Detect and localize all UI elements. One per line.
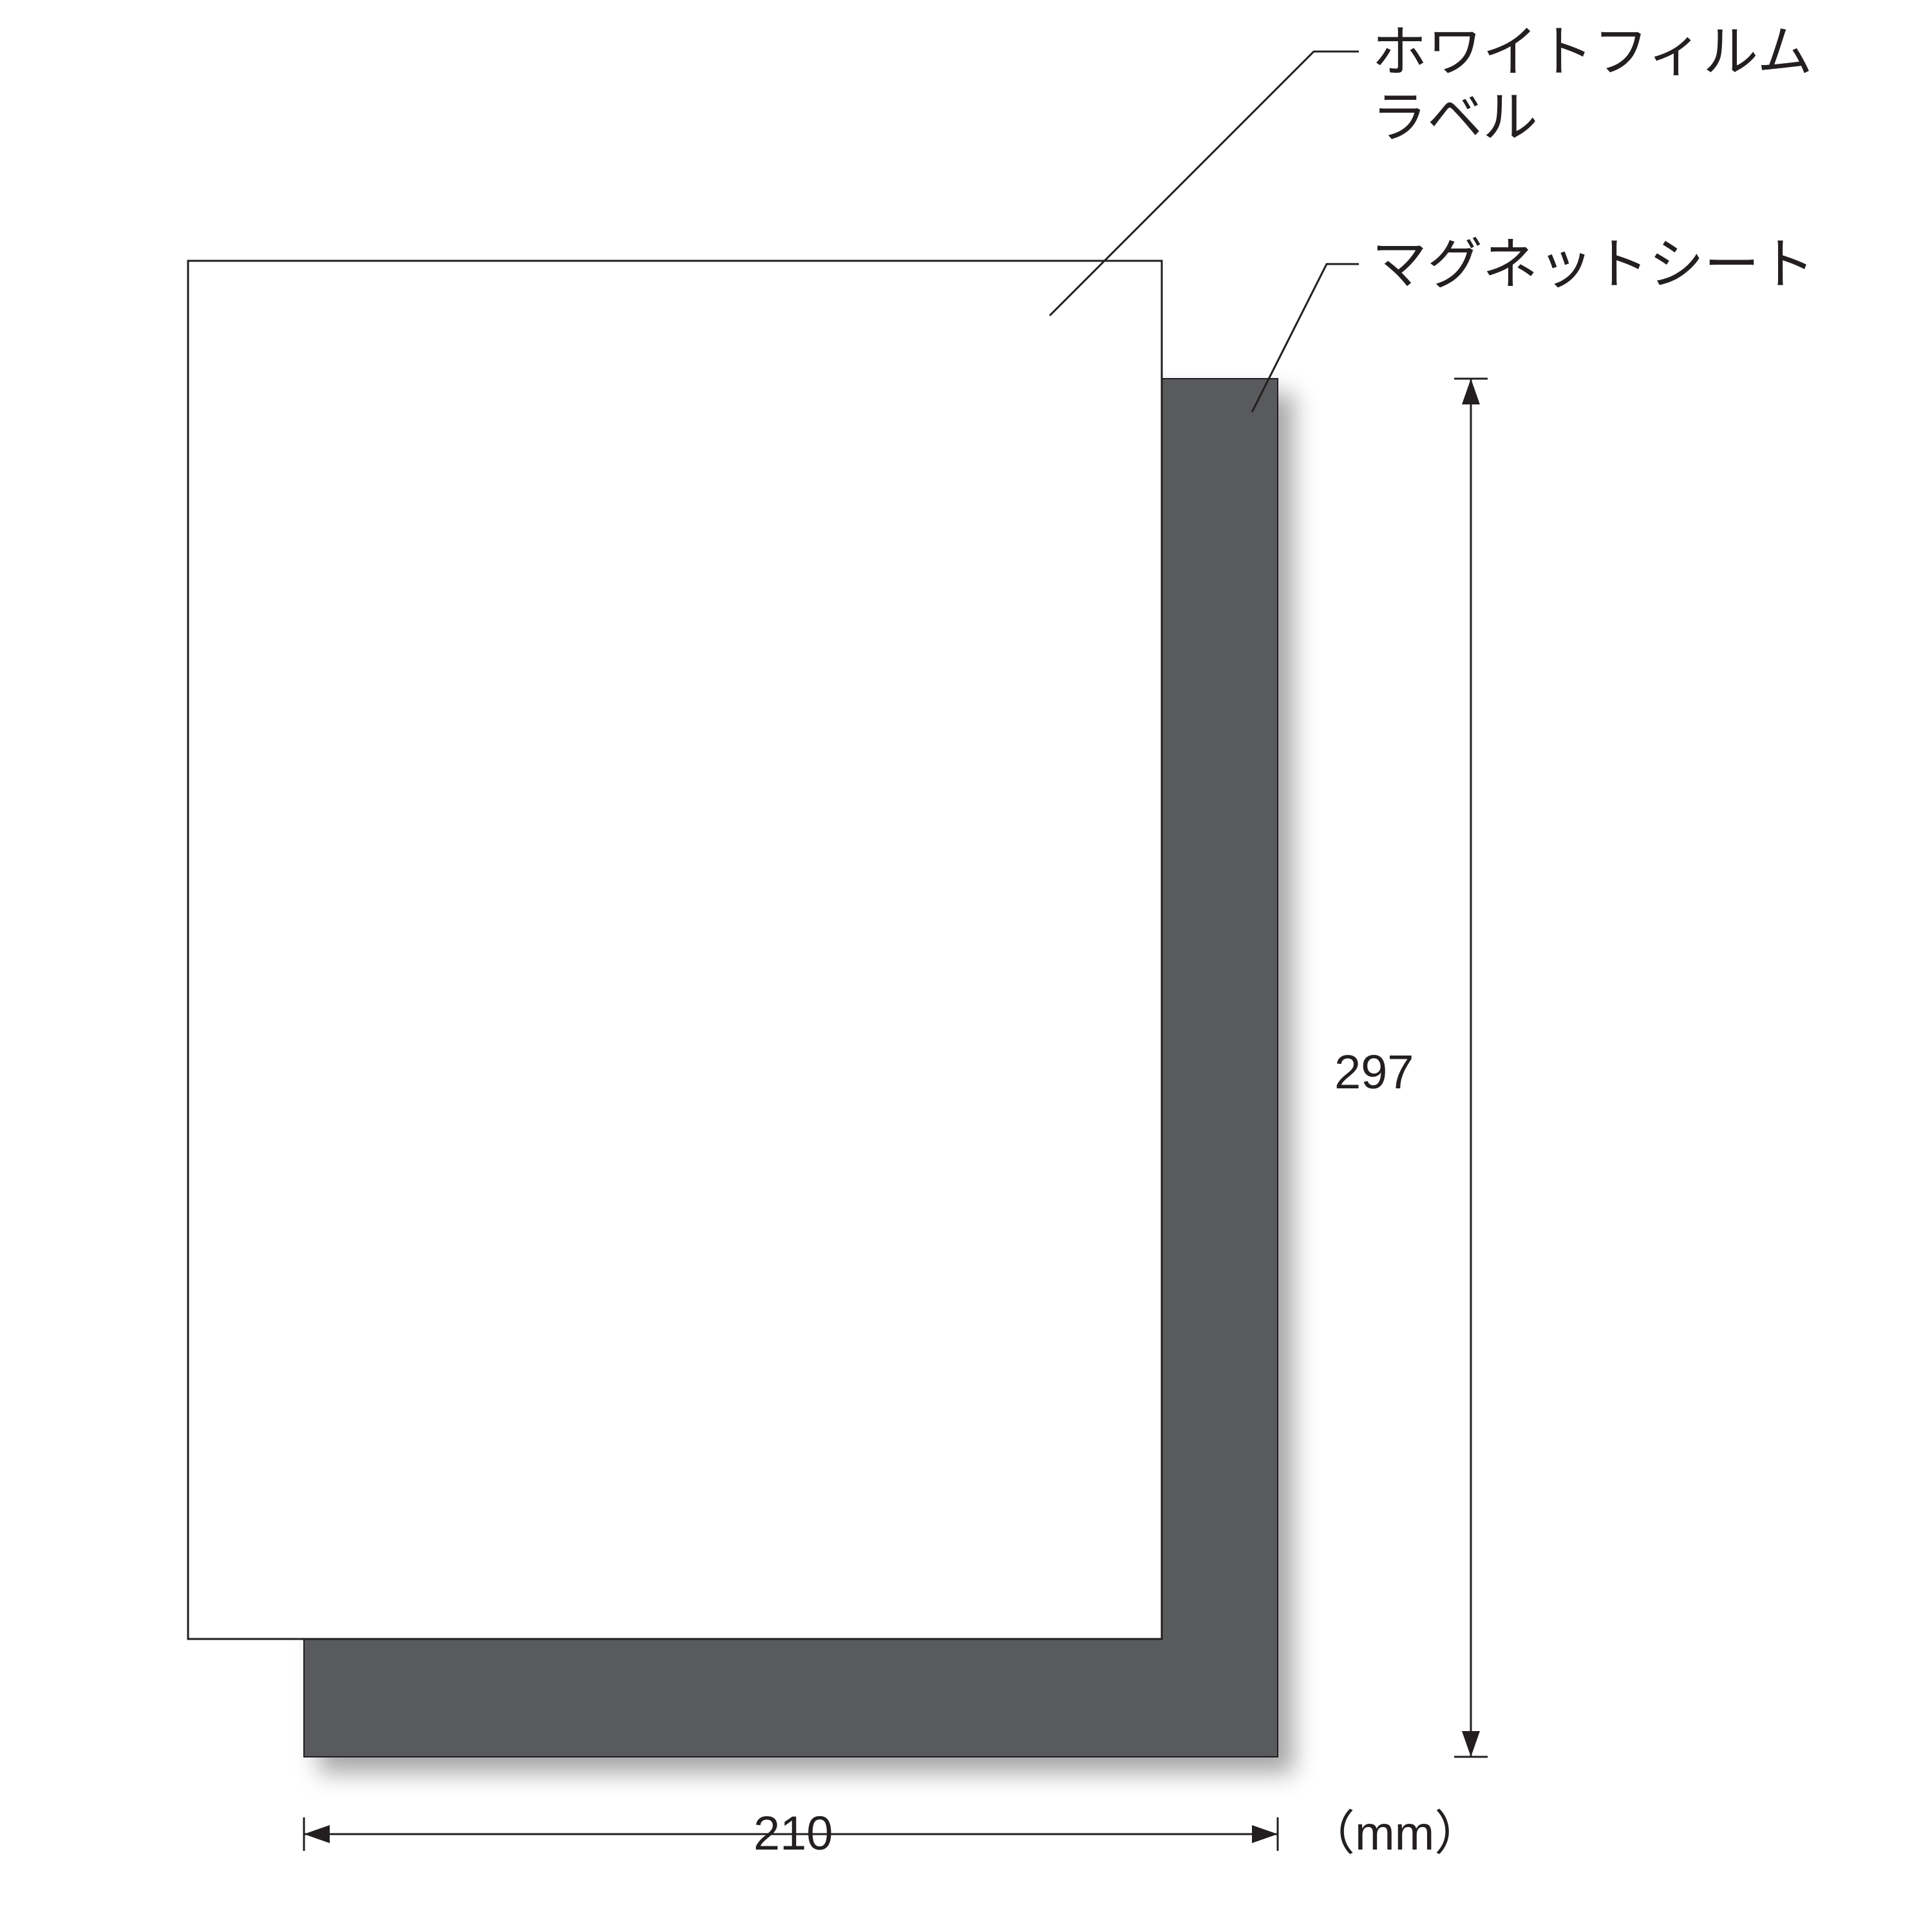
callout-text-front-line2: ラベル xyxy=(1372,87,1538,149)
dimension-width-value: 210 xyxy=(753,1806,833,1860)
diagram-svg: ホワイトフィルム ラベル マグネットシート 210 297 （mm） xyxy=(0,0,1932,1932)
dimension-height-value: 297 xyxy=(1334,1045,1414,1099)
dimension-unit: （mm） xyxy=(1307,1806,1482,1860)
white-film-label-rect xyxy=(188,261,1162,1639)
callout-text-front-line1: ホワイトフィルム xyxy=(1372,21,1813,83)
diagram-stage: ホワイトフィルム ラベル マグネットシート 210 297 （mm） xyxy=(0,0,1932,1932)
callout-text-back: マグネットシート xyxy=(1372,234,1815,296)
dimension-height xyxy=(1454,379,1488,1757)
